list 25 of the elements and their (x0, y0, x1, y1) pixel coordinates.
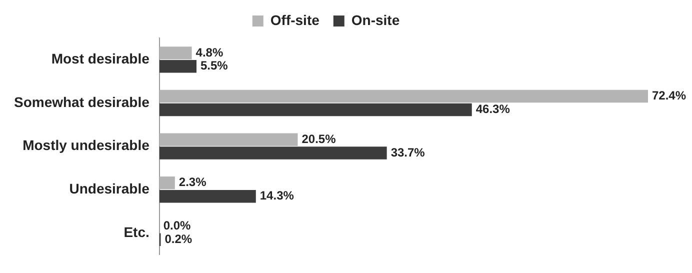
data-label: 20.5% (302, 132, 336, 146)
bar (159, 60, 196, 73)
legend-label: Off-site (270, 12, 320, 28)
data-label: 0.0% (163, 218, 192, 233)
y-tick-label: Mostly undesirable (22, 137, 150, 154)
legend-label: On-site (351, 12, 400, 28)
data-label: 0.2% (164, 232, 192, 246)
bar (159, 90, 648, 103)
bar (159, 133, 298, 146)
bar (159, 146, 387, 160)
data-label: 2.3% (178, 175, 207, 190)
data-label: 14.3% (260, 188, 294, 203)
data-label: 4.8% (196, 45, 224, 60)
data-label: 72.4% (652, 88, 686, 103)
bar (159, 103, 472, 116)
y-tick-label: Undesirable (69, 180, 150, 196)
bar (159, 46, 192, 60)
bar (159, 176, 175, 190)
data-label: 33.7% (390, 145, 426, 160)
y-tick-label: Somewhat desirable (14, 94, 150, 110)
data-label: 46.3% (476, 102, 510, 116)
y-tick-label: Etc. (124, 224, 150, 240)
y-tick-label: Most desirable (51, 50, 150, 67)
data-label: 5.5% (200, 58, 228, 73)
bar (159, 190, 256, 203)
